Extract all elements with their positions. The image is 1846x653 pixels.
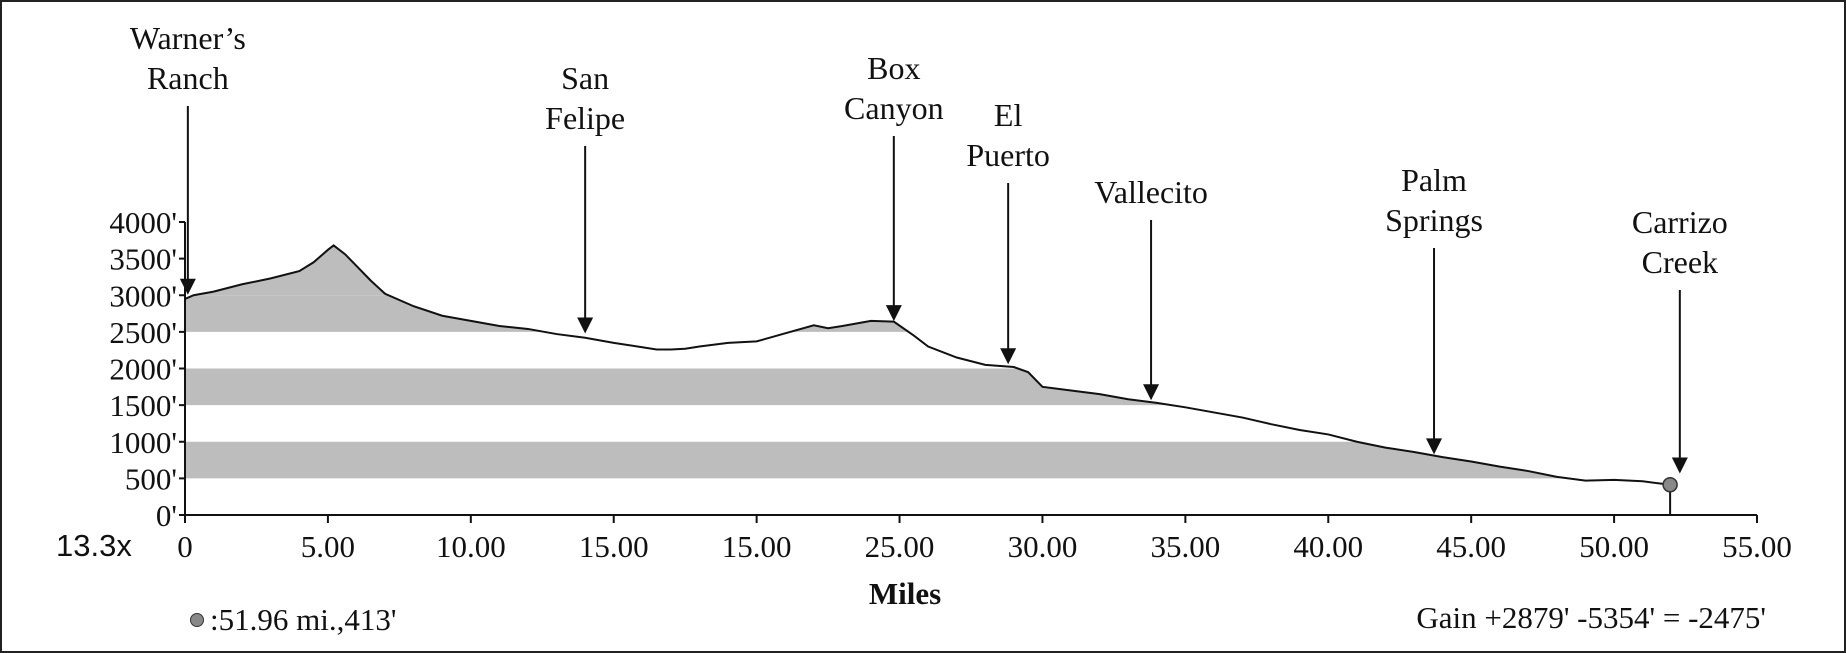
x-tick-label: 15.00: [579, 529, 649, 564]
y-tick-label: 3500': [109, 242, 177, 277]
x-tick-label: 40.00: [1293, 529, 1363, 564]
y-tick-label: 1000': [109, 425, 177, 460]
waypoint-label: Carrizo Creek: [1631, 204, 1728, 280]
waypoint-arrow-head: [1671, 457, 1688, 474]
y-tick-label: 2000': [109, 352, 177, 387]
waypoint-label: Box Canyon: [844, 50, 944, 126]
waypoint-label: El Puerto: [966, 97, 1050, 173]
x-tick-label: 50.00: [1579, 529, 1649, 564]
elevation-band-2: [185, 295, 1671, 332]
waypoint-label: Warner’s Ranch: [129, 20, 246, 96]
waypoint-label: Vallecito: [1094, 174, 1208, 210]
zoom-level: 13.3x: [56, 528, 132, 563]
y-tick-label: 4000': [109, 205, 177, 240]
waypoint-arrow-head: [885, 305, 902, 322]
waypoint-arrow-head: [179, 278, 196, 295]
x-axis-title: Miles: [868, 576, 942, 611]
y-tick-label: 500': [125, 461, 177, 496]
elevation-gain-summary: Gain +2879' -5354' = -2475': [1416, 600, 1766, 635]
marker-readout-text: :51.96 mi.,413': [210, 602, 397, 637]
x-tick-label: 25.00: [865, 529, 935, 564]
y-tick-label: 1500': [109, 388, 177, 423]
waypoint-arrow-head: [1000, 348, 1017, 365]
elevation-band-1: [185, 368, 1671, 406]
x-tick-label: 15.00: [722, 529, 792, 564]
x-tick-label: 30.00: [1008, 529, 1078, 564]
waypoint-arrow-head: [1426, 438, 1443, 455]
waypoint-label: San Felipe: [545, 60, 626, 136]
x-tick-label: 10.00: [436, 529, 506, 564]
x-tick-label: 55.00: [1722, 529, 1792, 564]
waypoint-arrow-head: [1143, 384, 1160, 401]
y-tick-label: 0': [156, 498, 177, 533]
waypoint-arrow-head: [577, 317, 594, 334]
x-tick-label: 45.00: [1436, 529, 1506, 564]
marker-dot-icon: [190, 612, 204, 627]
y-tick-label: 2500': [109, 315, 177, 350]
marker-readout: :51.96 mi.,413': [190, 602, 396, 638]
elevation-band-top: [185, 245, 1671, 296]
waypoint-label: Palm Springs: [1385, 162, 1483, 238]
y-tick-label: 3000': [109, 278, 177, 313]
x-tick-label: 5.00: [301, 529, 355, 564]
end-marker-dot: [1662, 476, 1678, 493]
x-tick-label: 0: [177, 529, 193, 564]
x-tick-label: 35.00: [1150, 529, 1220, 564]
elevation-profile-line: [184, 244, 1671, 486]
elevation-band-0: [185, 441, 1671, 479]
